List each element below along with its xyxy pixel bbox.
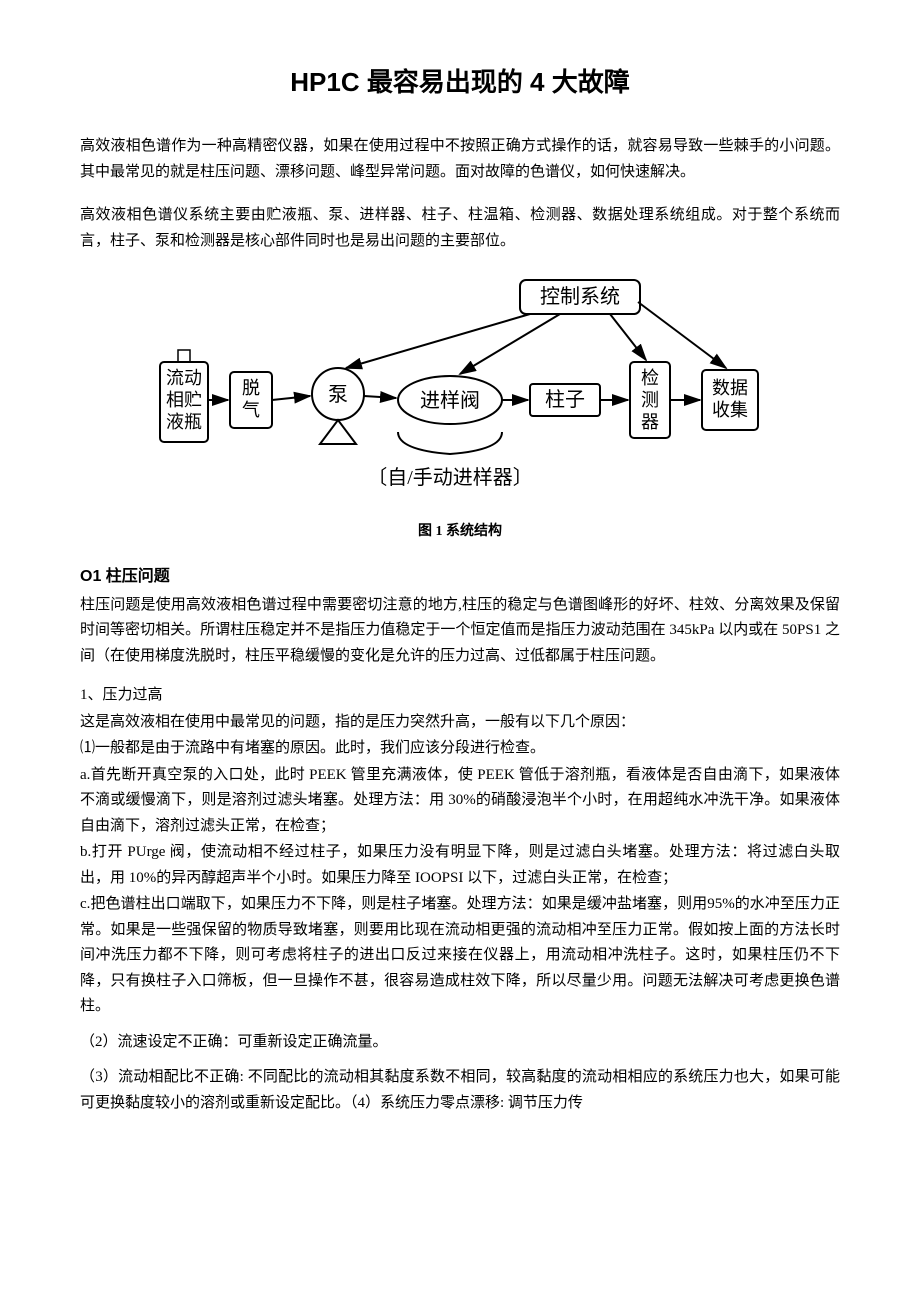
node-data-l2: 收集: [712, 400, 748, 420]
sub1-title: 1、压力过高: [80, 683, 840, 709]
node-inject: 进样阀: [420, 389, 480, 412]
page-title: HP1C 最容易出现的 4 大故障: [80, 60, 840, 104]
node-degas-l1: 脱: [242, 378, 260, 398]
intro-paragraph-1: 高效液相色谱作为一种高精密仪器，如果在使用过程中不按照正确方式操作的话，就容易导…: [80, 134, 840, 185]
node-detector-l3: 器: [641, 412, 659, 432]
node-column: 柱子: [545, 388, 585, 411]
sub1-p2: ⑴一般都是由于流路中有堵塞的原因。此时，我们应该分段进行检查。: [80, 736, 840, 762]
intro-paragraph-2: 高效液相色谱仪系统主要由贮液瓶、泵、进样器、柱子、柱温箱、检测器、数据处理系统组…: [80, 203, 840, 254]
node-sampler: 〔自/手动进样器〕: [367, 466, 533, 489]
node-bottle-l3: 液瓶: [166, 412, 202, 432]
diagram-caption: 图 1 系统结构: [80, 520, 840, 544]
node-control: 控制系统: [540, 285, 620, 308]
node-bottle-l1: 流动: [166, 368, 202, 388]
node-bottle-l2: 相贮: [166, 390, 202, 410]
sub1-c: c.把色谱柱出口端取下，如果压力不下降，则是柱子堵塞。处理方法：如果是缓冲盐堵塞…: [80, 892, 840, 1020]
sub1-2: （2）流速设定不正确：可重新设定正确流量。: [80, 1030, 840, 1056]
node-detector-l1: 检: [641, 368, 659, 388]
sub1-a: a.首先断开真空泵的入口处，此时 PEEK 管里充满液体，使 PEEK 管低于溶…: [80, 763, 840, 840]
sub1-b: b.打开 PUrge 阀，使流动相不经过柱子，如果压力没有明显下降，则是过滤白头…: [80, 840, 840, 891]
node-data-l1: 数据: [712, 378, 748, 398]
system-diagram: 控制系统 流动 相贮 液瓶 脱 气 泵 进样阀 柱子 检 测 器 数据 收集 〔…: [80, 272, 840, 512]
sub1-p1: 这是高效液相在使用中最常见的问题，指的是压力突然升高，一般有以下几个原因：: [80, 710, 840, 736]
node-pump: 泵: [328, 384, 348, 406]
node-detector-l2: 测: [641, 390, 659, 410]
sub1-3: （3）流动相配比不正确: 不同配比的流动相其黏度系数不相同，较高黏度的流动相相应…: [80, 1065, 840, 1116]
node-degas-l2: 气: [242, 400, 260, 420]
section-1-p1: 柱压问题是使用高效液相色谱过程中需要密切注意的地方,柱压的稳定与色谱图峰形的好坏…: [80, 593, 840, 670]
section-1-head: O1 柱压问题: [80, 563, 840, 590]
